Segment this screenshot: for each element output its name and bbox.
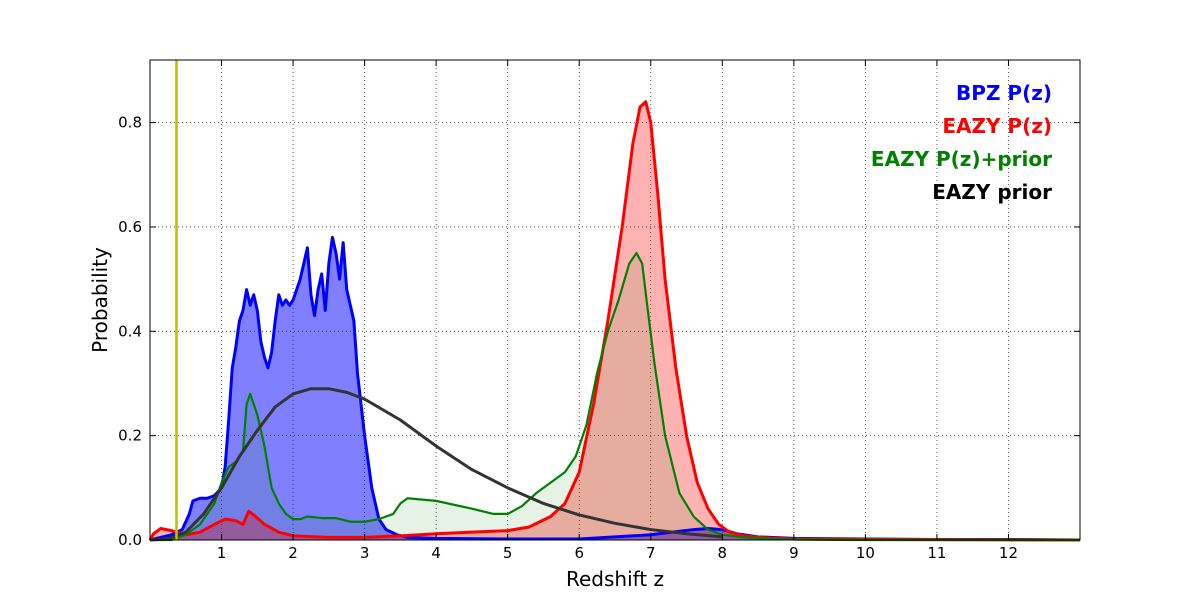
y-tick-label: 0.4 bbox=[118, 322, 142, 340]
x-tick-label: 4 bbox=[431, 544, 441, 562]
x-tick-label: 10 bbox=[856, 544, 875, 562]
series-line-2 bbox=[150, 251, 1080, 542]
x-tick-label: 6 bbox=[574, 544, 584, 562]
plot-frame bbox=[149, 59, 1081, 541]
x-tick-label: 8 bbox=[718, 544, 728, 562]
series-area-2 bbox=[150, 253, 1080, 541]
grid bbox=[150, 60, 1080, 540]
legend-entry: EAZY prior bbox=[932, 180, 1052, 204]
x-tick-label: 11 bbox=[927, 544, 946, 562]
legend: BPZ P(z) EAZY P(z) EAZY P(z)+prior EAZY pri… bbox=[871, 81, 1052, 204]
x-tick-label: 1 bbox=[217, 544, 227, 562]
x-tick-label: 12 bbox=[999, 544, 1018, 562]
x-axis-label: Redshift z bbox=[566, 567, 664, 591]
axis-ticks: 1 2 3 4 5 6 7 8 9 10 11 120.00.20.40.60.8 bbox=[118, 60, 1080, 562]
legend-entry: EAZY P(z)+prior bbox=[871, 147, 1052, 171]
x-tick-label: 7 bbox=[646, 544, 656, 562]
series-area-1 bbox=[150, 101, 1080, 541]
x-tick-label: 3 bbox=[360, 544, 370, 562]
series-line-0 bbox=[149, 235, 1081, 542]
y-tick-label: 0.2 bbox=[118, 427, 142, 445]
x-tick-label: 2 bbox=[288, 544, 298, 562]
x-tick-label: 5 bbox=[503, 544, 513, 562]
series-line-3 bbox=[149, 387, 723, 542]
series-lines bbox=[148, 100, 1081, 542]
y-tick-label: 0.8 bbox=[118, 114, 142, 132]
y-axis-label: Probability bbox=[88, 247, 112, 353]
legend-entry: EAZY P(z) bbox=[942, 114, 1052, 138]
y-tick-label: 0.6 bbox=[118, 218, 142, 236]
legend-entry: BPZ P(z) bbox=[956, 81, 1052, 105]
x-tick-label: 9 bbox=[789, 544, 799, 562]
series-line-1 bbox=[148, 100, 1081, 542]
y-tick-label: 0.0 bbox=[118, 531, 142, 549]
